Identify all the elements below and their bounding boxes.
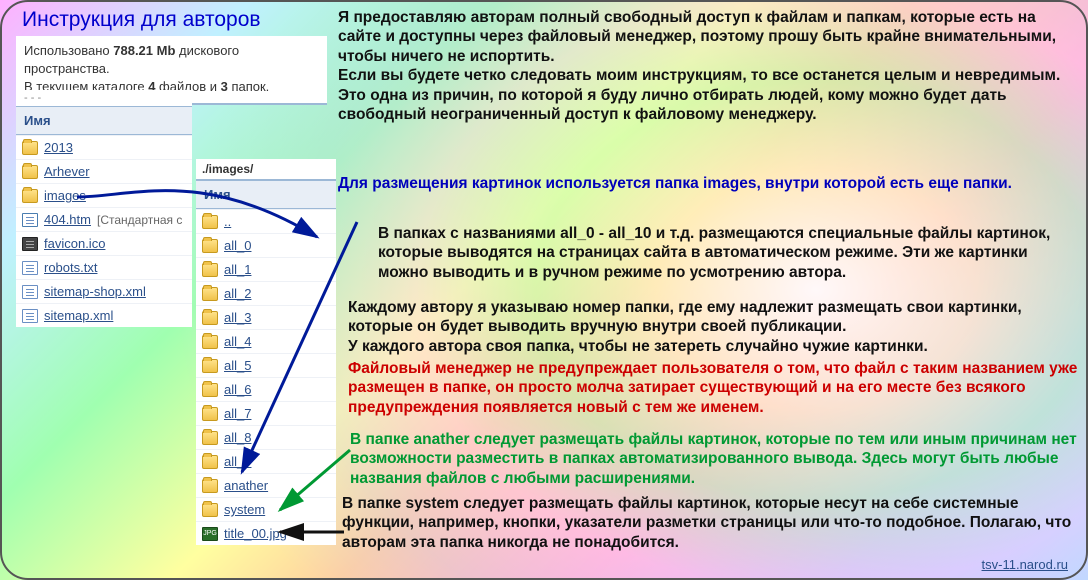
file-label: all_4: [224, 334, 251, 349]
up-row[interactable]: ..: [196, 209, 336, 233]
panel2-header: Имя: [196, 180, 336, 209]
folder-icon: [202, 311, 218, 325]
file-panel-images: ./images/ Имя .. all_0 all_1 all_2 all_3all…: [196, 159, 336, 545]
file-row[interactable]: 2013: [16, 135, 192, 159]
file-label: all_6: [224, 382, 251, 397]
file-label: anather: [224, 478, 268, 493]
folder-icon: [202, 431, 218, 445]
file-row[interactable]: all_0: [196, 233, 336, 257]
panel1-dash: - - -: [16, 90, 192, 106]
file-extra: [Стандартная с: [97, 213, 182, 227]
file-row[interactable]: all_7: [196, 401, 336, 425]
file-label: all_5: [224, 358, 251, 373]
para-author-folder: Каждому автору я указываю номер папки, г…: [348, 298, 1078, 356]
file-row[interactable]: all_1: [196, 257, 336, 281]
folder-icon: [202, 383, 218, 397]
file-label: system: [224, 502, 265, 517]
file-label: all_2: [224, 286, 251, 301]
file-row[interactable]: system: [196, 497, 336, 521]
folder-icon: [202, 335, 218, 349]
para-anather: В папке anather следует размещать файлы …: [350, 430, 1078, 488]
file-label: favicon.ico: [44, 236, 105, 251]
footer-link[interactable]: tsv-11.narod.ru: [982, 557, 1068, 572]
file-row[interactable]: all_9: [196, 449, 336, 473]
file-row[interactable]: favicon.ico: [16, 231, 192, 255]
file-label: 2013: [44, 140, 73, 155]
file-icon: [22, 285, 38, 299]
file-label: 404.htm: [44, 212, 91, 227]
file-label: all_3: [224, 310, 251, 325]
file-row[interactable]: robots.txt: [16, 255, 192, 279]
file-label: sitemap.xml: [44, 308, 113, 323]
file-label: all_1: [224, 262, 251, 277]
file-row[interactable]: sitemap.xml: [16, 303, 192, 327]
para-system: В папке system следует размещать файлы к…: [342, 494, 1078, 552]
file-label: Arhever: [44, 164, 90, 179]
panel1-header: Имя: [16, 106, 192, 135]
usage-prefix: Использовано: [24, 43, 113, 58]
file-row[interactable]: images: [16, 183, 192, 207]
image-icon: JPG: [202, 527, 218, 541]
file-row[interactable]: 404.htm [Стандартная с: [16, 207, 192, 231]
para-images-folder: Для размещения картинок используется пап…: [338, 174, 1078, 193]
file-row[interactable]: all_2: [196, 281, 336, 305]
folder-icon: [22, 141, 38, 155]
folder-icon: [202, 503, 218, 517]
folder-up-icon: [202, 215, 218, 229]
file-label: all_0: [224, 238, 251, 253]
page-title: Инструкция для авторов: [22, 8, 261, 32]
up-label: ..: [224, 214, 231, 229]
file-label: all_7: [224, 406, 251, 421]
para-intro: Я предоставляю авторам полный свободный …: [338, 8, 1078, 124]
file-label: title_00.jpg: [224, 526, 287, 541]
file-row[interactable]: Arhever: [16, 159, 192, 183]
file-row[interactable]: all_8: [196, 425, 336, 449]
file-icon: [22, 261, 38, 275]
file-label: sitemap-shop.xml: [44, 284, 146, 299]
file-label: images: [44, 188, 86, 203]
folder-icon: [202, 287, 218, 301]
folder-icon: [202, 359, 218, 373]
file-label: robots.txt: [44, 260, 97, 275]
folder-icon: [202, 263, 218, 277]
para-all-folders: В папках с названиями all_0 - all_10 и т…: [378, 224, 1078, 282]
file-row[interactable]: sitemap-shop.xml: [16, 279, 192, 303]
folder-icon: [202, 479, 218, 493]
file-row[interactable]: all_5: [196, 353, 336, 377]
file-row[interactable]: all_6: [196, 377, 336, 401]
file-row[interactable]: JPG title_00.jpg: [196, 521, 336, 545]
folder-icon: [22, 165, 38, 179]
usage-folders: 3: [221, 79, 228, 94]
file-row[interactable]: all_4: [196, 329, 336, 353]
file-panel-root: - - - Имя 2013 Arhever images 404.htm [Стан…: [16, 90, 192, 327]
para-warning: Файловый менеджер не предупреждает польз…: [348, 359, 1078, 417]
file-row[interactable]: all_3: [196, 305, 336, 329]
folder-icon: [22, 189, 38, 203]
folder-icon: [202, 455, 218, 469]
htm-icon: [22, 213, 38, 227]
ico-icon: [22, 237, 38, 251]
folder-icon: [202, 407, 218, 421]
usage-folders-word: папок.: [228, 79, 269, 94]
panel2-path: ./images/: [196, 159, 336, 180]
file-label: all_8: [224, 430, 251, 445]
file-label: all_9: [224, 454, 251, 469]
folder-icon: [202, 239, 218, 253]
file-icon: [22, 309, 38, 323]
file-row[interactable]: anather: [196, 473, 336, 497]
usage-size: 788.21 Mb: [113, 43, 175, 58]
